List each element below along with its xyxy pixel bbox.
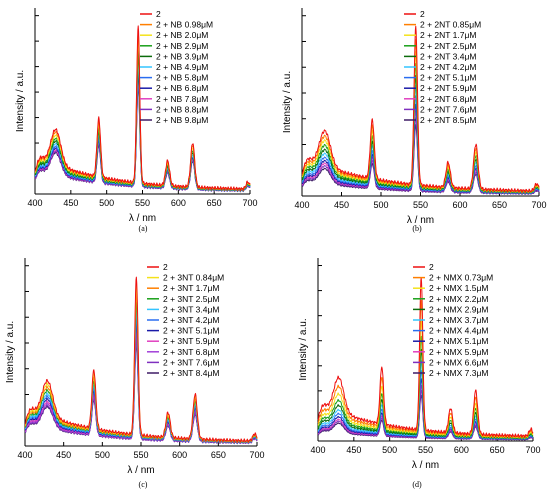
- x-tick-label: 450: [63, 198, 78, 208]
- x-axis-label: λ / nm: [129, 213, 156, 224]
- panel-d: 400 450 500 550 600 650 700 λ / nm Intensity / a…: [298, 258, 541, 489]
- x-axis-label: λ / nm: [127, 465, 154, 476]
- x-tick-label: 600: [454, 445, 469, 455]
- legend-entry: 2 + NMX 5.1μM: [429, 336, 488, 346]
- x-tick-label: 700: [242, 198, 257, 208]
- legend-entry: 2 + 2NT 2.5μM: [420, 41, 476, 51]
- legend-entry: 2 + 2NT 0.85μM: [420, 20, 481, 30]
- x-tick-label: 650: [492, 200, 507, 210]
- legend-entry: 2 + 3NT 8.4μM: [163, 368, 219, 378]
- x-tick-label: 450: [346, 445, 361, 455]
- x-tick-label: 650: [207, 198, 222, 208]
- x-tick-label: 600: [172, 450, 187, 460]
- series-line: [301, 25, 540, 193]
- x-tick-label: 400: [310, 445, 325, 455]
- legend-entry: 2 + 2NT 1.7μM: [420, 30, 476, 40]
- x-tick-label: 550: [413, 200, 428, 210]
- legend-entry: 2 + NB 3.9μM: [156, 51, 208, 61]
- legend-entry: 2 + NB 5.8μM: [156, 73, 208, 83]
- legend-entry: 2 + 3NT 6.8μM: [163, 347, 219, 357]
- panel-label: (a): [139, 224, 148, 233]
- x-tick-label: 400: [27, 198, 42, 208]
- x-tick-label: 500: [382, 445, 397, 455]
- y-axis-label: Intensity / a.u.: [298, 318, 309, 380]
- legend-entry: 2 + 3NT 5.9μM: [163, 336, 219, 346]
- x-tick-label: 450: [56, 450, 71, 460]
- x-tick-label: 650: [211, 450, 226, 460]
- series-line: [317, 299, 534, 439]
- legend-entry: 2 + NMX 2.2μM: [429, 294, 488, 304]
- legend-entry: 2 + NB 2.0μM: [156, 30, 208, 40]
- legend-entry: 2 + 2NT 3.4μM: [420, 51, 476, 61]
- series-line: [34, 25, 251, 191]
- x-tick-label: 400: [294, 200, 309, 210]
- legend-entry: 2: [429, 262, 434, 272]
- legend-entry: 2 + NB 7.8μM: [156, 94, 208, 104]
- legend-entry: 2 + NMX 2.9μM: [429, 304, 488, 314]
- x-axis-label: λ / nm: [412, 460, 439, 471]
- legend-entry: 2 + NB 4.9μM: [156, 62, 208, 72]
- legend-entry: 2 + 2NT 4.2μM: [420, 62, 476, 72]
- legend-entry: 2: [420, 9, 425, 19]
- x-tick-label: 550: [418, 445, 433, 455]
- legend-entry: 2 + 2NT 5.9μM: [420, 83, 476, 93]
- panel-label: (d): [412, 480, 422, 489]
- y-axis-label: Intensity / a.u.: [282, 71, 293, 133]
- panel-label: (c): [139, 480, 148, 489]
- legend-entry: 2 + NMX 3.7μM: [429, 315, 488, 325]
- x-tick-label: 600: [452, 200, 467, 210]
- legend-entry: 2 + 2NT 5.1μM: [420, 73, 476, 83]
- x-tick-label: 400: [17, 450, 32, 460]
- legend-entry: 2 + NMX 5.9μM: [429, 347, 488, 357]
- legend-entry: 2 + 3NT 0.84μM: [163, 273, 224, 283]
- x-tick-label: 700: [525, 445, 540, 455]
- x-axis-label: λ / nm: [407, 215, 434, 226]
- x-tick-label: 500: [373, 200, 388, 210]
- legend-entry: 2 + 3NT 5.1μM: [163, 326, 219, 336]
- panel-c: 400 450 500 550 600 650 700 λ / nm Intensity / a…: [5, 258, 265, 489]
- legend-entry: 2 + NMX 4.4μM: [429, 326, 488, 336]
- legend-entry: 2 + NB 2.9μM: [156, 41, 208, 51]
- legend-entry: 2 + 2NT 6.8μM: [420, 94, 476, 104]
- legend-entry: 2 + 3NT 7.6μM: [163, 357, 219, 367]
- legend-entry: 2 + 2NT 8.5μM: [420, 115, 476, 125]
- legend-entry: 2 + 3NT 3.4μM: [163, 304, 219, 314]
- y-axis-label: Intensity / a.u.: [15, 70, 26, 132]
- series-line: [24, 276, 258, 443]
- panel-b: 400 450 500 550 600 650 700 λ / nm Intensity / a…: [282, 8, 547, 233]
- legend-entry: 2 + NB 6.8μM: [156, 83, 208, 93]
- x-tick-label: 700: [249, 450, 264, 460]
- legend-entry: 2 + NMX 7.3μM: [429, 368, 488, 378]
- x-tick-label: 550: [135, 198, 150, 208]
- legend-entry: 2 + 2NT 7.6μM: [420, 104, 476, 114]
- legend-entry: 2: [156, 9, 161, 19]
- x-tick-label: 500: [95, 450, 110, 460]
- panel-a: 400 450 500 550 600 650 700 λ / nm Intensity / a…: [15, 8, 258, 233]
- panel-label: (b): [412, 224, 422, 233]
- y-axis-label: Intensity / a.u.: [5, 321, 16, 383]
- legend-entry: 2 + NMX 0.73μM: [429, 273, 493, 283]
- legend-entry: 2 + 3NT 2.5μM: [163, 294, 219, 304]
- legend-entry: 2 + NB 8.8μM: [156, 104, 208, 114]
- legend-entry: 2 + NMX 6.6μM: [429, 357, 488, 367]
- x-tick-label: 450: [334, 200, 349, 210]
- legend-entry: 2: [163, 262, 168, 272]
- x-tick-label: 650: [490, 445, 505, 455]
- legend-entry: 2 + NB 0.98μM: [156, 20, 213, 30]
- x-tick-label: 550: [133, 450, 148, 460]
- series-line: [317, 319, 534, 439]
- x-tick-label: 700: [531, 200, 546, 210]
- series-line: [317, 276, 534, 439]
- legend-entry: 2 + 3NT 1.7μM: [163, 283, 219, 293]
- legend-entry: 2 + NMX 1.5μM: [429, 283, 488, 293]
- x-tick-label: 500: [99, 198, 114, 208]
- x-tick-label: 600: [171, 198, 186, 208]
- legend-entry: 2 + NB 9.8μM: [156, 115, 208, 125]
- legend-entry: 2 + 3NT 4.2μM: [163, 315, 219, 325]
